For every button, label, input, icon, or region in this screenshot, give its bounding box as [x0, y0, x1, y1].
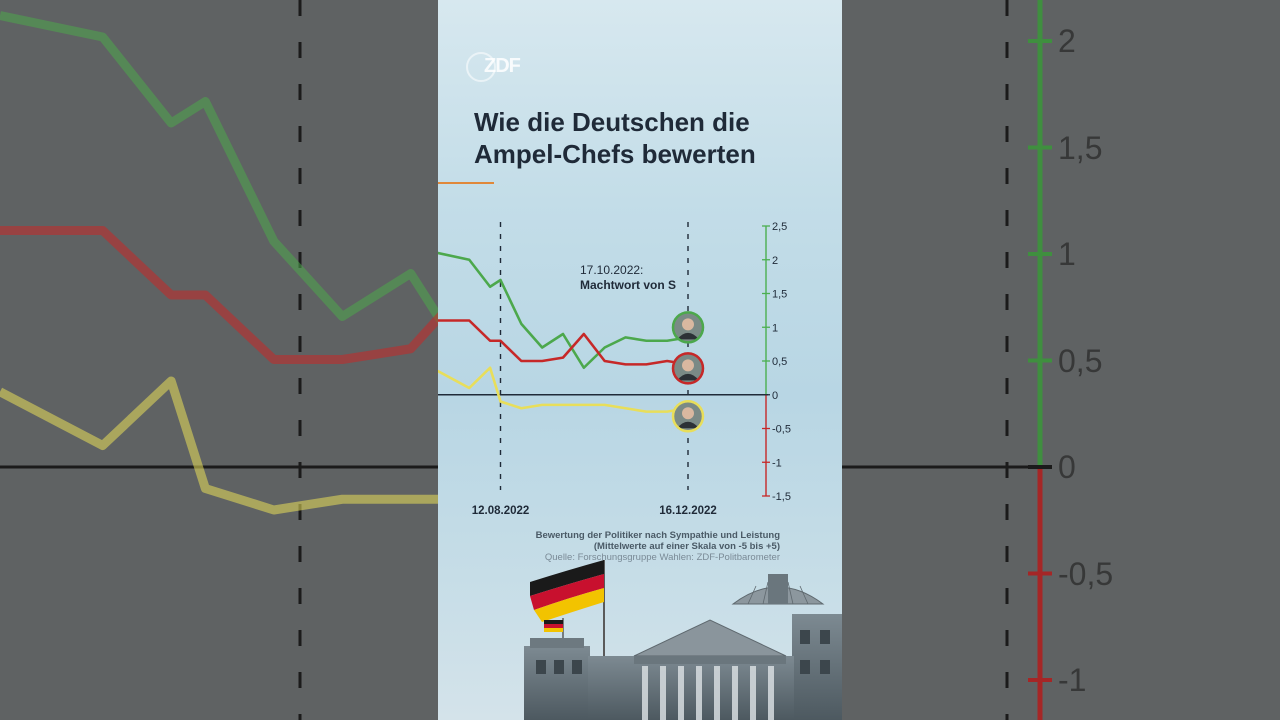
background-tick-label: -1	[1058, 662, 1087, 698]
reichstag-image	[524, 560, 842, 720]
line-chart: 2,5 2 1,5 1 0,5 0 -0,5 -1 -1,5 17.10.2022: Macht…	[438, 221, 791, 517]
background-chart-right	[842, 0, 1280, 720]
title-line-1: Wie die Deutschen die	[474, 107, 750, 137]
background-tick-label: 0,5	[1058, 342, 1103, 379]
background-tick-label: -0,5	[1058, 555, 1114, 592]
zdf-logo: ZDF	[466, 52, 530, 82]
background-tick-label: 2	[1058, 23, 1076, 59]
chart-title: Wie die Deutschen die Ampel-Chefs bewert…	[474, 106, 814, 170]
footer-scale: (Mittelwerte auf einer Skala von -5 bis …	[593, 541, 780, 552]
infographic-card: ZDF Wie die Deutschen die Ampel-Chefs be…	[438, 0, 842, 720]
footer-description: Bewertung der Politiker nach Sympathie u…	[535, 530, 780, 541]
background-tick-label: 0	[1058, 449, 1076, 485]
avatar-yellow	[671, 400, 705, 433]
y-tick-label: 0	[772, 390, 778, 402]
annotation-text: Machtwort von S	[580, 278, 676, 292]
title-line-2: Ampel-Chefs bewerten	[474, 139, 756, 169]
footer-source: Quelle: Forschungsgruppe Wahlen: ZDF-Pol…	[544, 552, 780, 563]
german-flag-icon	[530, 560, 604, 622]
background-series-red	[0, 226, 438, 364]
y-tick-label: 2,5	[772, 221, 787, 233]
series-line-green	[438, 251, 690, 370]
y-tick-label: 1	[772, 322, 778, 334]
y-tick-label: 0,5	[772, 356, 787, 368]
x-tick-label: 16.12.2022	[659, 505, 717, 517]
series-line-yellow	[438, 366, 690, 413]
y-tick-label: -1	[772, 457, 782, 469]
background-chart-left	[0, 0, 438, 720]
x-tick-label: 12.08.2022	[472, 505, 530, 517]
series-line-red	[438, 319, 690, 366]
background-tick-label: 1	[1058, 236, 1076, 272]
background-series-yellow	[0, 376, 438, 515]
background-tick-label: 1,5	[1058, 129, 1103, 166]
y-tick-label: 1,5	[772, 289, 787, 301]
avatar-green	[671, 311, 705, 344]
background-series-green	[0, 11, 438, 325]
title-accent-line	[438, 182, 494, 184]
y-tick-label: -0,5	[772, 424, 791, 436]
y-tick-label: -1,5	[772, 491, 791, 503]
avatar-red	[671, 352, 705, 385]
annotation-date: 17.10.2022:	[580, 263, 643, 277]
y-tick-label: 2	[772, 255, 778, 267]
